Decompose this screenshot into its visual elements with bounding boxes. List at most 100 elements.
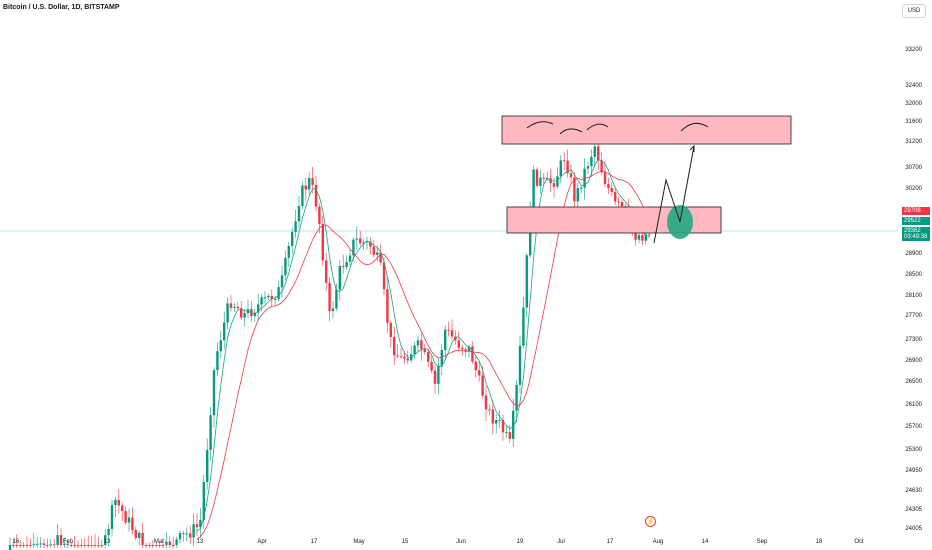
candle-body xyxy=(284,257,287,276)
candle-body xyxy=(386,289,389,323)
candle-body xyxy=(433,370,437,384)
candle-body xyxy=(219,340,222,352)
candle-body xyxy=(355,238,358,240)
candle-body xyxy=(131,517,134,531)
y-tick-label: 26900 xyxy=(905,358,922,364)
candle-body xyxy=(474,361,477,371)
candle-body xyxy=(580,187,583,189)
candle-body xyxy=(12,545,15,546)
y-tick-label: 25300 xyxy=(905,447,922,453)
candle-body xyxy=(59,535,63,545)
candle-body xyxy=(121,505,124,512)
x-tick-label: 17 xyxy=(310,539,318,545)
candle-body xyxy=(512,410,515,439)
y-tick-label: 30200 xyxy=(905,186,922,192)
candle-body xyxy=(369,241,372,247)
candle-body xyxy=(148,545,151,546)
candle-body xyxy=(73,544,76,546)
candle-body xyxy=(362,242,365,244)
x-tick-label: 13 xyxy=(103,539,111,545)
candle-body xyxy=(614,192,617,202)
y-tick-label: 24630 xyxy=(905,488,922,494)
candle-body xyxy=(484,395,488,410)
candle-body xyxy=(620,202,624,207)
x-tick-label: Feb xyxy=(62,539,74,545)
candle-body xyxy=(25,545,29,546)
candle-body xyxy=(301,185,304,206)
candle-body xyxy=(304,185,307,190)
candle-body xyxy=(552,183,556,187)
candle-body xyxy=(610,188,613,193)
candle-body xyxy=(63,543,66,545)
candle-body xyxy=(172,545,175,546)
current-price-tag: 29362 03:49:38 xyxy=(902,227,930,241)
y-tick-label: 28500 xyxy=(905,272,922,278)
candle-body xyxy=(461,347,464,350)
candle-body xyxy=(648,234,651,236)
candle-body xyxy=(189,533,192,538)
candle-body xyxy=(107,528,110,536)
x-tick-label: Sep xyxy=(756,539,768,545)
candle-body xyxy=(87,545,90,546)
candle-body xyxy=(331,308,335,312)
ma-fast-line xyxy=(196,159,650,532)
candle-body xyxy=(576,188,579,202)
candle-body xyxy=(83,545,86,546)
candle-body xyxy=(32,544,35,546)
candle-body xyxy=(192,524,195,538)
candle-body xyxy=(328,282,331,312)
candle-body xyxy=(311,178,314,185)
candle-body xyxy=(53,544,56,546)
candle-body xyxy=(270,295,273,300)
candle-body xyxy=(202,482,205,521)
candle-body xyxy=(22,545,25,546)
candle-body xyxy=(216,351,219,371)
candle-body xyxy=(450,330,454,337)
x-tick-label: 18 xyxy=(815,539,823,545)
candle-body xyxy=(56,535,59,545)
candle-body xyxy=(206,449,209,483)
candle-body xyxy=(593,146,596,157)
candle-body xyxy=(66,543,69,545)
x-tick-label: Jul xyxy=(557,539,565,545)
candle-body xyxy=(515,384,518,411)
candle-body xyxy=(233,306,236,308)
candle-body xyxy=(104,535,107,545)
candle-body xyxy=(420,340,423,350)
candle-body xyxy=(144,545,148,546)
candle-body xyxy=(542,177,545,179)
candle-body xyxy=(236,306,239,309)
candle-body xyxy=(478,370,481,376)
candle-body xyxy=(454,336,457,341)
candle-body xyxy=(600,160,603,173)
candle-body xyxy=(376,252,379,255)
candle-body xyxy=(212,370,216,416)
candle-body xyxy=(141,532,144,545)
resistance-zone[interactable] xyxy=(501,115,792,145)
candle-body xyxy=(134,530,137,538)
candle-body xyxy=(260,297,263,305)
y-tick-label: 26100 xyxy=(905,402,922,408)
x-tick-label: 13 xyxy=(196,539,204,545)
candle-body xyxy=(352,239,355,256)
event-lightning-icon[interactable]: ⚡ xyxy=(645,516,656,527)
y-tick-label: 24005 xyxy=(905,526,922,532)
currency-button[interactable]: USD xyxy=(902,4,926,18)
candle-body xyxy=(114,499,117,506)
candle-body xyxy=(165,541,168,545)
candle-body xyxy=(359,238,362,244)
candle-body xyxy=(488,409,491,411)
candle-body xyxy=(607,184,610,189)
candle-body xyxy=(590,156,593,167)
countdown-timer: 03:49:38 xyxy=(904,234,928,240)
y-tick-label: 32400 xyxy=(905,83,922,89)
candle-body xyxy=(345,261,348,268)
candle-body xyxy=(274,299,277,301)
candle-body xyxy=(100,545,103,546)
candle-body xyxy=(155,545,158,546)
candle-body xyxy=(382,262,386,290)
candle-body xyxy=(532,169,535,210)
projected-path xyxy=(653,144,695,244)
ma-slow-line xyxy=(196,170,650,539)
